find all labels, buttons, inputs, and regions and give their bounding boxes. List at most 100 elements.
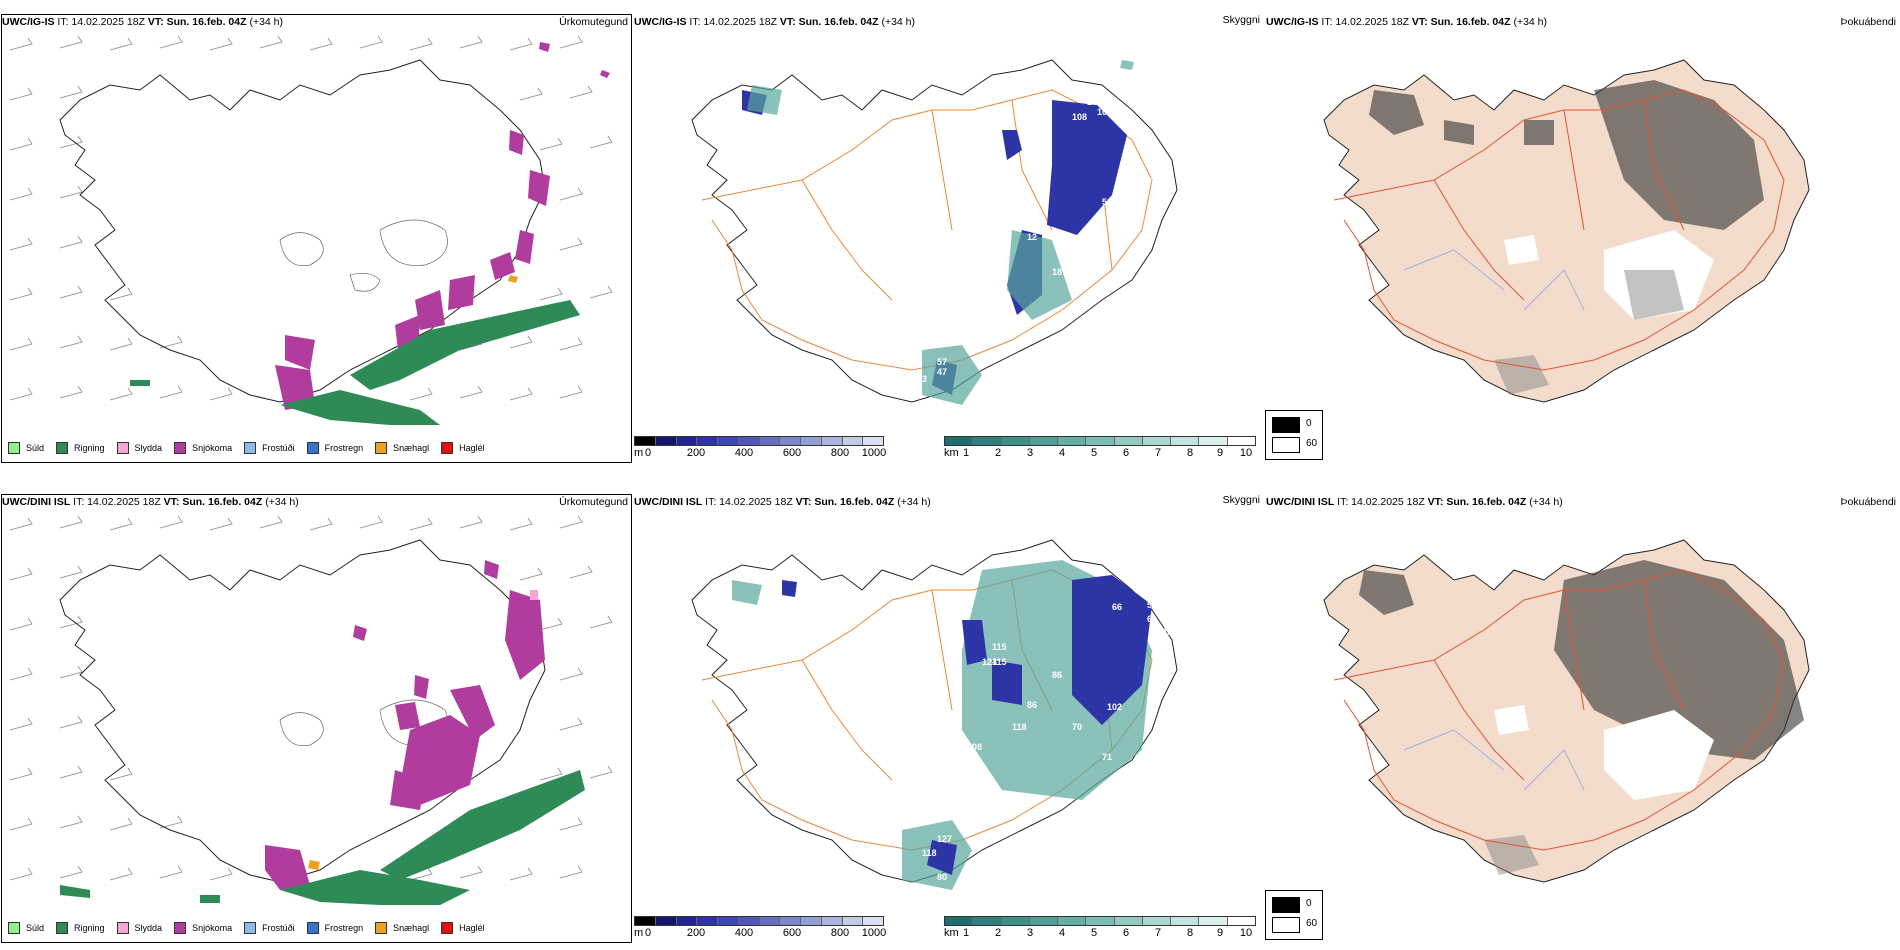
precip-type-legend: Súld Rigning Slydda Snjókoma Frostúði Frostre… [2,917,630,939]
visibility-color-step [1171,437,1200,445]
ceiling-color-step [718,437,739,445]
visibility-color-step [1058,917,1087,925]
ceiling-color-step [759,917,781,925]
ceiling-value-label: 81 [1140,142,1150,152]
legend-swatch [8,922,20,934]
visibility-tick: 8 [1186,447,1194,459]
ceiling-value-label: 83 [1162,627,1172,637]
rivers [1403,249,1585,311]
ceiling-value-label: 61 [1147,614,1157,624]
panel-title: UWC/DINI ISL IT: 14.02.2025 18Z VT: Sun.… [2,496,299,508]
lead-time: (+34 h) [881,16,916,28]
ceiling-color-step [655,437,677,445]
ceiling-value-label: 51 [1102,197,1112,207]
ceiling-colorbar: m 0 200 400 600 800 1000 [634,436,886,466]
ceiling-color-step [676,437,698,445]
ceiling-color-step [821,917,843,925]
ceiling-value-label: 108 [1092,242,1107,252]
legend-item: Frostúði [244,442,295,454]
ceiling-tick: 600 [782,927,802,939]
iceland-coastline [59,539,546,883]
valid-time: VT: Sun. 16.feb. 04Z [779,16,879,28]
legend-swatch [306,922,319,934]
ceiling-tick: 400 [734,927,754,939]
fog-map [1323,59,1810,403]
visibility-tick: 1 [962,927,970,939]
ceiling-value-label: 96 [1137,584,1147,594]
visibility-color-step [945,437,974,445]
lead-time: (+34 h) [1513,16,1548,28]
legend-item: Slydda [116,442,162,454]
panel-frame [1,14,632,463]
fog-indicator-panel-bottom: UWC/DINI ISL IT: 14.02.2025 18Z VT: Sun.… [1264,480,1900,950]
ceiling-tick: 0 [644,927,652,939]
ceiling-value-label: 102 [1107,702,1122,712]
ceiling-value-label: 54 [1112,207,1122,217]
legend-label: Rigning [74,443,105,453]
legend-label: Rigning [74,923,105,933]
init-time: IT: 14.02.2025 18Z [705,496,793,508]
precip-map [9,515,613,905]
ceiling-value-label: 57 [1147,600,1157,610]
visibility-color-step [1199,437,1228,445]
visibility-colorbar: km 1 2 3 4 5 6 7 8 9 10 [944,436,1256,466]
panel-title: UWC/IG-IS IT: 14.02.2025 18Z VT: Sun. 16… [1266,16,1547,28]
visibility-color-step [945,917,974,925]
fog-legend-swatch-white [1272,917,1300,933]
ceiling-value-label: 32 [1002,172,1012,182]
ceiling-color-step [635,917,656,925]
visibility-tick: 8 [1186,927,1194,939]
legend-item: Slydda [116,922,162,934]
model-name: UWC/IG-IS [634,16,687,28]
legend-label: Frostregn [324,923,364,933]
legend-label: Súld [26,923,45,933]
ceiling-value-label: 79 [1127,802,1137,812]
road-network [1333,89,1785,371]
low-ceiling-areas [782,575,1152,875]
ceiling-value-label: 91 [1152,162,1162,172]
ceiling-tick: 400 [734,447,754,459]
legend-item: Súld [8,922,44,934]
ceiling-value-label: 90 [1077,257,1087,267]
lead-time: (+34 h) [249,16,284,28]
legend-swatch [116,922,129,934]
legend-item: Snæhagl [375,922,429,934]
ceiling-tick: 200 [686,447,706,459]
legend-swatch [306,442,319,454]
product-name: Úrkomutegund [559,16,628,28]
visibility-unit: km [944,927,959,939]
ceiling-value-label: 66 [1112,602,1122,612]
visibility-color-step [1114,437,1143,445]
legend-label: Frostregn [324,443,364,453]
product-name: Skyggni [1222,14,1260,26]
ceiling-value-label: 166 [1057,840,1072,850]
legend-item: Súld [8,442,44,454]
visibility-color-step [1086,917,1115,925]
ceiling-value-label: 21 [1112,777,1122,787]
legend-item: Rigning [56,922,105,934]
visibility-color-step [1086,437,1115,445]
visibility-tick: 7 [1154,447,1162,459]
visibility-color-step [1142,917,1172,925]
valid-time: VT: Sun. 16.feb. 04Z [795,496,895,508]
legend-swatch [174,442,187,454]
ceiling-tick: 600 [782,447,802,459]
visibility-color-step [1114,917,1143,925]
visibility-tick: 4 [1058,447,1066,459]
ceiling-value-label: 118 [1012,722,1027,732]
ceiling-color-step [738,437,760,445]
ceiling-value-label: 18 [1052,267,1062,277]
legend-label: Frostúði [262,923,295,933]
ceiling-value-label: 101 [1097,107,1112,117]
ceiling-value-label: 76 [1147,177,1157,187]
visibility-color-step [1171,917,1200,925]
legend-label: Snæhagl [393,443,430,453]
ceiling-value-label: 86 [1052,670,1062,680]
ceiling-color-step [738,917,760,925]
panel-title: UWC/DINI ISL IT: 14.02.2025 18Z VT: Sun.… [634,496,931,508]
wind-barbs [9,35,613,401]
snow-pellet-area [508,275,518,283]
